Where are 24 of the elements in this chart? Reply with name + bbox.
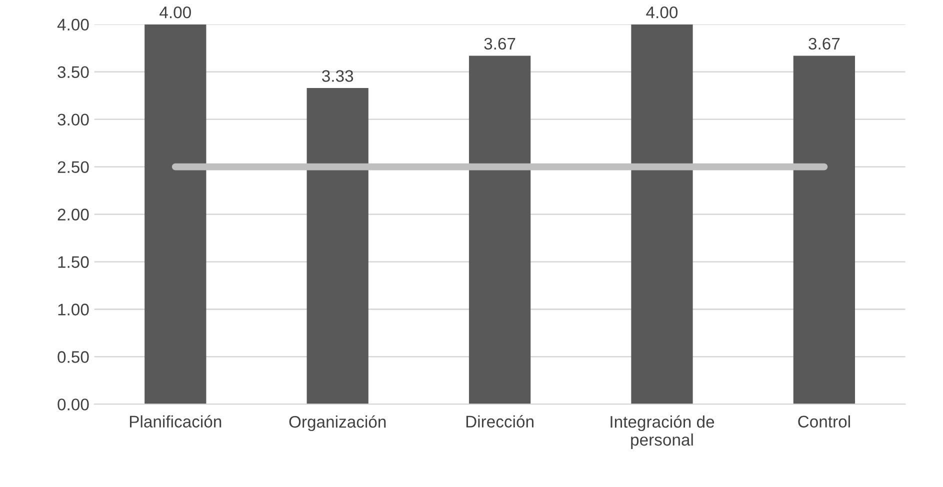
y-tick-label: 1.00 (58, 304, 89, 316)
x-tick-label: Planificación (130, 415, 222, 428)
data-label: 3.67 (484, 38, 516, 50)
y-tick-label: 2.50 (58, 161, 89, 173)
bar (468, 56, 531, 404)
y-tick-label: 3.00 (58, 114, 89, 126)
y-tick-label: 2.00 (58, 208, 89, 220)
data-label: 4.00 (646, 6, 678, 18)
x-tick-label: Organización (289, 415, 386, 432)
data-label: 4.00 (160, 6, 191, 18)
bar (144, 24, 206, 404)
data-label: 3.33 (322, 70, 354, 82)
bar (306, 88, 368, 404)
data-label: 3.67 (808, 38, 840, 50)
y-tick-label: 1.50 (58, 256, 89, 268)
x-tick-label: Integración de personal (610, 415, 714, 450)
y-tick-label: 0.50 (58, 351, 89, 363)
bar (631, 24, 693, 404)
y-tick-label: 0.00 (58, 398, 89, 410)
x-tick-label: Control (798, 415, 850, 428)
y-tick-label: 3.50 (58, 66, 89, 78)
bar (793, 56, 855, 404)
x-tick-label: Dirección (466, 415, 534, 428)
y-tick-label: 4.00 (57, 18, 89, 31)
